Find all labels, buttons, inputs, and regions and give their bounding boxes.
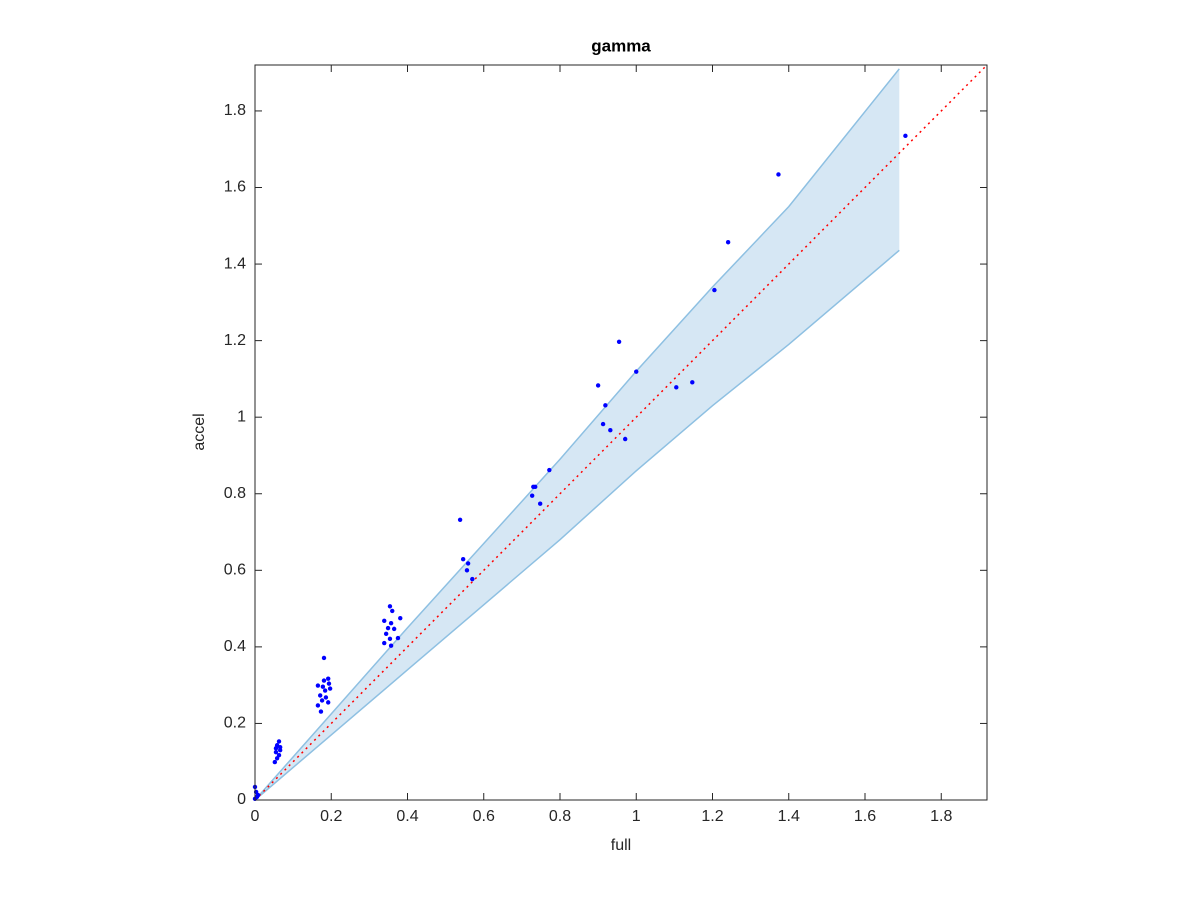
point — [616, 339, 622, 344]
point — [634, 369, 639, 374]
x-tick-label: 1.2 — [701, 808, 723, 825]
y-tick-label: 1.8 — [224, 102, 246, 119]
point — [387, 636, 393, 642]
point — [533, 484, 538, 490]
x-tick-label: 0.4 — [396, 808, 418, 825]
point — [390, 608, 395, 614]
x-tick-label: 1.8 — [930, 808, 952, 825]
point — [470, 576, 475, 582]
point — [327, 686, 333, 691]
point — [465, 561, 471, 566]
point — [382, 640, 387, 646]
x-tick-label: 0.2 — [320, 808, 342, 825]
point — [903, 133, 908, 139]
band-upper — [254, 68, 900, 801]
x-tick-label: 0 — [251, 808, 260, 825]
point — [320, 684, 326, 689]
chart-title: gamma — [591, 36, 651, 55]
y-tick-label: 0.8 — [224, 485, 246, 502]
point — [317, 693, 323, 698]
point — [315, 703, 321, 708]
point — [395, 635, 401, 641]
y-axis-label: accel — [191, 413, 208, 450]
y-tick-label: 0 — [237, 791, 246, 808]
point — [277, 744, 283, 750]
point — [460, 557, 466, 562]
point — [326, 681, 332, 686]
point — [547, 467, 552, 473]
x-axis-label: full — [611, 837, 631, 854]
point — [529, 493, 535, 498]
point — [600, 421, 606, 427]
point — [318, 709, 324, 714]
point — [385, 625, 391, 631]
point — [398, 615, 403, 621]
point — [277, 748, 283, 753]
x-tick-label: 0.6 — [473, 808, 495, 825]
point — [464, 568, 470, 573]
point — [712, 287, 717, 293]
point — [321, 678, 327, 683]
point — [595, 383, 601, 388]
point — [725, 240, 731, 245]
band-lower — [254, 249, 900, 801]
point — [622, 436, 628, 442]
x-tick-label: 1.6 — [854, 808, 876, 825]
y-tick-label: 0.4 — [224, 638, 246, 655]
point — [273, 746, 279, 751]
point — [326, 676, 331, 681]
y-tick-label: 0.2 — [224, 715, 246, 732]
point — [603, 403, 608, 408]
x-tick-label: 0.8 — [549, 808, 571, 825]
point — [674, 385, 679, 390]
point — [315, 683, 321, 688]
x-tick-label: 1.4 — [778, 808, 800, 825]
point — [383, 631, 389, 637]
axes-box — [254, 64, 988, 801]
point — [321, 655, 327, 661]
y-tick-label: 1.4 — [224, 255, 246, 272]
y-tick-label: 0.6 — [224, 562, 246, 579]
point — [272, 759, 278, 765]
point — [274, 756, 280, 761]
point — [608, 428, 613, 433]
point — [391, 626, 397, 632]
point — [388, 643, 394, 648]
point — [388, 620, 394, 626]
point — [322, 688, 328, 693]
point — [276, 739, 282, 744]
point — [387, 604, 393, 609]
point — [326, 700, 331, 705]
identity-line — [254, 64, 988, 801]
point — [273, 749, 279, 755]
y-tick-label: 1 — [237, 408, 246, 425]
x-tick-label: 1 — [632, 808, 641, 825]
y-tick-label: 1.6 — [224, 179, 246, 196]
point — [323, 695, 329, 700]
point — [382, 618, 387, 624]
point — [319, 698, 325, 703]
point — [690, 380, 695, 385]
point — [776, 172, 781, 177]
point — [457, 517, 463, 522]
point — [255, 792, 261, 798]
point — [537, 501, 543, 506]
y-tick-label: 1.2 — [224, 332, 246, 349]
